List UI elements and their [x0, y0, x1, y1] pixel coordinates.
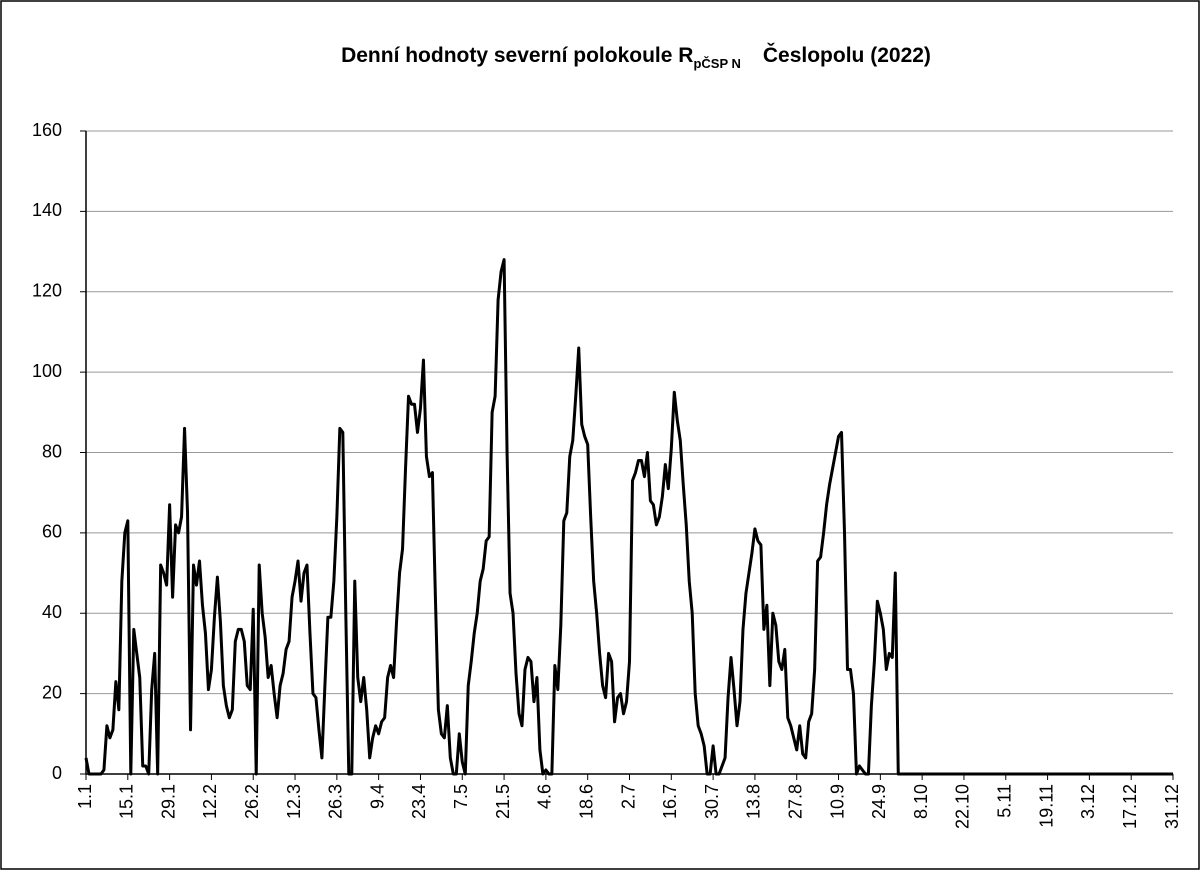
data-line	[84, 258, 1173, 776]
x-tick-label: 27.8	[785, 784, 805, 819]
x-tick-label: 18.6	[576, 784, 596, 819]
y-tick-label: 140	[32, 200, 62, 220]
x-tick-label: 13.8	[744, 784, 764, 819]
x-tick-label: 19.11	[1036, 784, 1056, 828]
title-end: Česlopolu (2022)	[763, 43, 931, 67]
x-tick-label: 17.12	[1120, 784, 1140, 829]
y-tick-label: 0	[52, 763, 62, 783]
x-tick-label: 3.12	[1078, 784, 1098, 819]
x-tick-label: 5.11	[995, 784, 1015, 818]
x-tick-label: 21.5	[493, 784, 513, 819]
y-tick-label: 20	[42, 682, 62, 702]
x-tick-label: 4.6	[535, 784, 555, 809]
y-tick-label: 160	[32, 120, 62, 140]
x-tick-label: 7.5	[451, 784, 471, 809]
x-tick-label: 12.3	[284, 784, 304, 819]
x-tick-label: 8.10	[911, 784, 931, 819]
x-tick-label: 22.10	[953, 784, 973, 829]
x-tick-label: 26.3	[326, 784, 346, 819]
title-subscript: pČSP N	[693, 56, 740, 71]
y-tick-label: 120	[32, 281, 62, 301]
chart-title: Denní hodnoty severní polokoule RpČSP N Č…	[341, 43, 931, 71]
x-tick-label: 1.1	[75, 784, 95, 809]
x-tick-label: 10.9	[827, 784, 847, 819]
x-tick-label: 12.2	[200, 784, 220, 819]
x-tick-label: 9.4	[367, 784, 387, 809]
x-tick-label: 15.1	[117, 784, 137, 819]
x-tick-label: 31.12	[1162, 784, 1182, 829]
x-tick-label: 24.9	[869, 784, 889, 819]
x-tick-label: 2.7	[618, 784, 638, 809]
title-main: Denní hodnoty severní polokoule R	[341, 44, 693, 67]
x-tick-label: 29.1	[158, 784, 178, 819]
y-tick-label: 40	[42, 602, 62, 622]
y-tick-label: 60	[42, 522, 62, 542]
x-tick-label: 30.7	[702, 784, 722, 819]
y-tick-label: 100	[32, 361, 62, 381]
x-tick-label: 26.2	[242, 784, 262, 819]
y-tick-label: 80	[42, 441, 62, 461]
x-tick-label: 16.7	[660, 784, 680, 819]
x-tick-label: 23.4	[409, 784, 429, 819]
